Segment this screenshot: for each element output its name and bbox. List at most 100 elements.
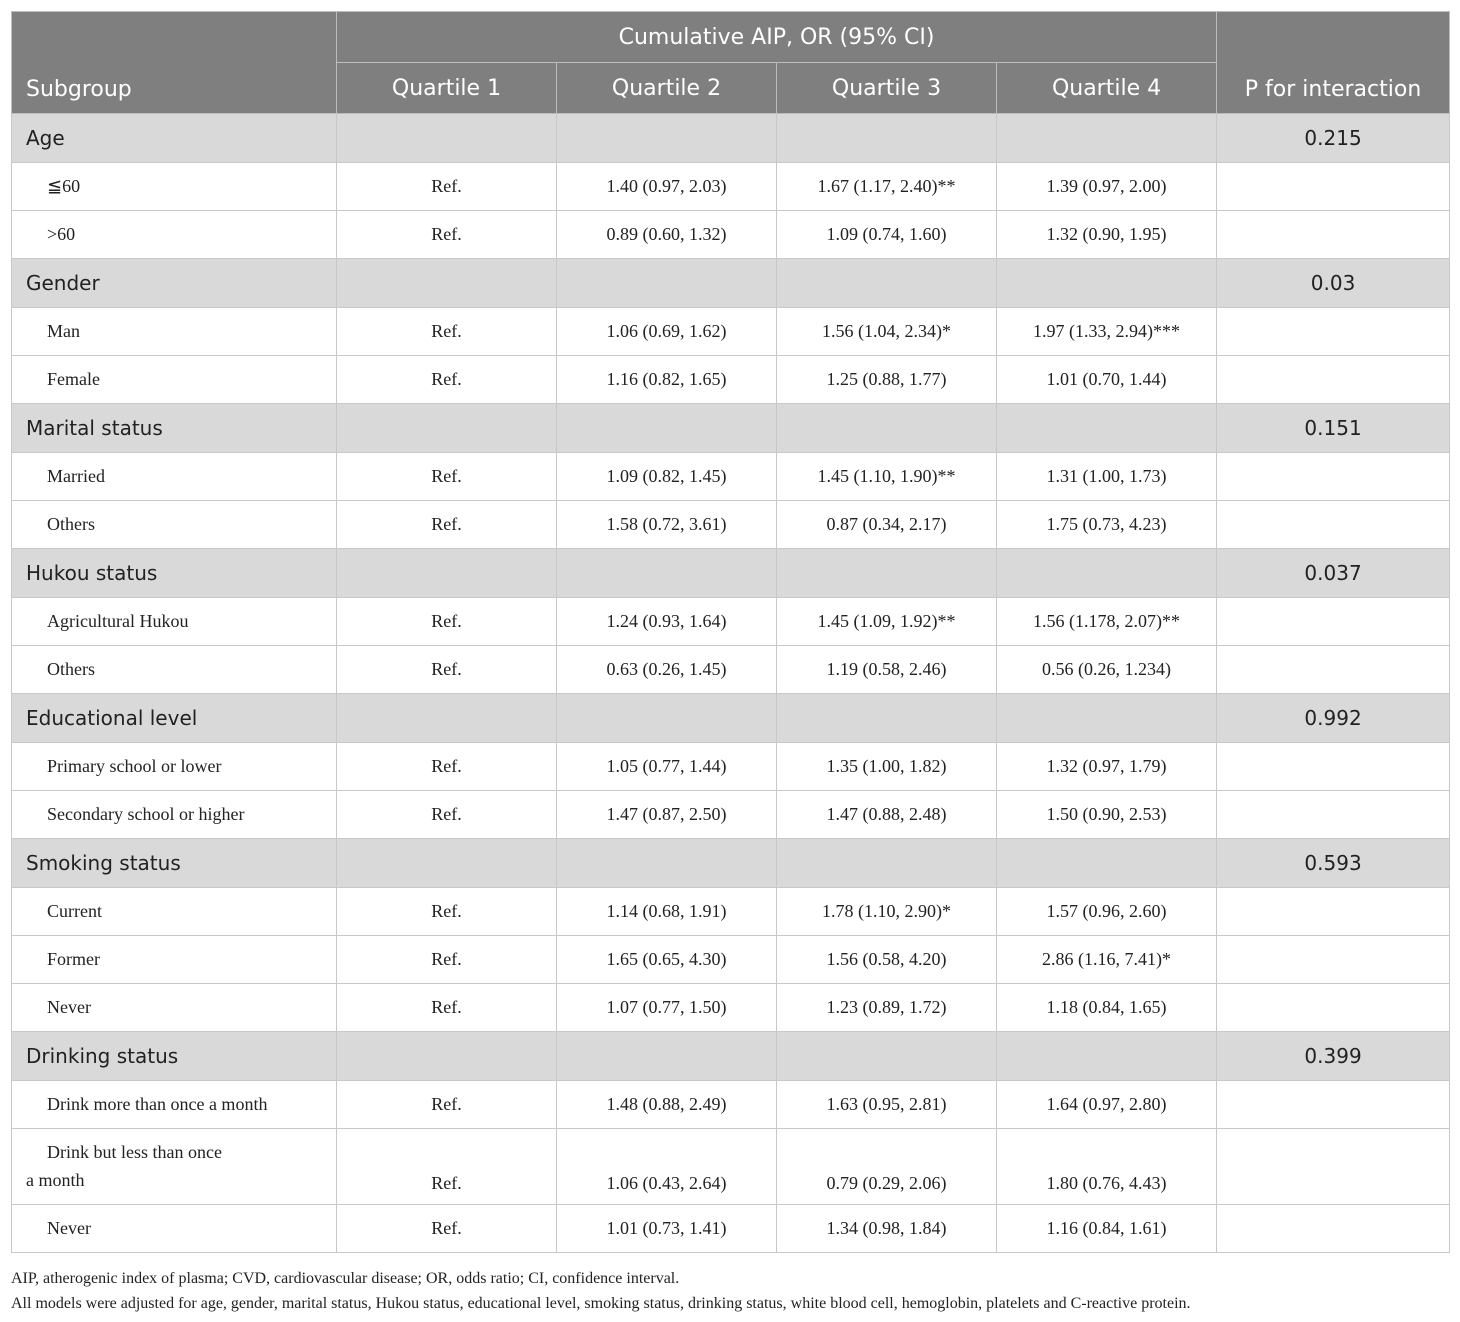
- quartile-2-value: 1.06 (0.69, 1.62): [556, 307, 777, 356]
- p-interaction-value: 0.992: [1216, 693, 1451, 743]
- quartile-1-value: Ref.: [336, 162, 557, 211]
- p-empty-cell: [1216, 1080, 1451, 1129]
- table-row: Female Ref. 1.16 (0.82, 1.65) 1.25 (0.88, 1…: [11, 355, 1451, 404]
- group-row: Drinking status 0.399: [11, 1031, 1451, 1081]
- group-empty-cell: [995, 693, 1218, 743]
- subgroup-label: >60: [11, 210, 337, 259]
- quartile-4-value: 1.32 (0.90, 1.95): [995, 210, 1218, 259]
- p-empty-cell: [1216, 307, 1451, 356]
- quartile-3-value: 1.34 (0.98, 1.84): [776, 1204, 997, 1253]
- table-row: Never Ref. 1.01 (0.73, 1.41) 1.34 (0.98, 1.…: [11, 1204, 1451, 1253]
- quartile-2-value: 1.07 (0.77, 1.50): [556, 983, 777, 1032]
- group-empty-cell: [776, 838, 997, 888]
- quartile-3-value: 1.45 (1.09, 1.92)**: [776, 597, 997, 646]
- quartile-3-value: 0.87 (0.34, 2.17): [776, 500, 997, 549]
- quartile-1-value: Ref.: [336, 645, 557, 694]
- group-name: Educational level: [11, 693, 337, 743]
- quartile-2-value: 1.58 (0.72, 3.61): [556, 500, 777, 549]
- subgroup-label: Primary school or lower: [11, 742, 337, 791]
- subgroup-label: Never: [11, 1204, 337, 1253]
- p-interaction-value: 0.151: [1216, 403, 1451, 453]
- quartile-4-value: 1.01 (0.70, 1.44): [995, 355, 1218, 404]
- quartile-3-value: 1.25 (0.88, 1.77): [776, 355, 997, 404]
- group-name: Drinking status: [11, 1031, 337, 1081]
- subgroup-label: Others: [11, 500, 337, 549]
- group-empty-cell: [336, 113, 557, 163]
- quartile-3-value: 1.19 (0.58, 2.46): [776, 645, 997, 694]
- quartile-3-value: 1.47 (0.88, 2.48): [776, 790, 997, 839]
- quartile-2-value: 1.16 (0.82, 1.65): [556, 355, 777, 404]
- quartile-4-value: 1.32 (0.97, 1.79): [995, 742, 1218, 791]
- quartile-2-value: 1.14 (0.68, 1.91): [556, 887, 777, 936]
- p-empty-cell: [1216, 162, 1451, 211]
- quartile-2-value: 0.63 (0.26, 1.45): [556, 645, 777, 694]
- table-row: Current Ref. 1.14 (0.68, 1.91) 1.78 (1.10, …: [11, 887, 1451, 936]
- group-empty-cell: [336, 838, 557, 888]
- quartile-3-value: 1.67 (1.17, 2.40)**: [776, 162, 997, 211]
- subgroup-label: Current: [11, 887, 337, 936]
- p-empty-cell: [1216, 887, 1451, 936]
- quartile-2-value: 1.47 (0.87, 2.50): [556, 790, 777, 839]
- quartile-2-value: 1.24 (0.93, 1.64): [556, 597, 777, 646]
- p-interaction-header: P for interaction: [1216, 11, 1451, 114]
- quartile-1-value: Ref.: [336, 1204, 557, 1253]
- quartile-1-value: Ref.: [336, 355, 557, 404]
- p-empty-cell: [1216, 983, 1451, 1032]
- quartile-4-value: 1.75 (0.73, 4.23): [995, 500, 1218, 549]
- group-empty-cell: [776, 548, 997, 598]
- quartile-1-value: Ref.: [336, 790, 557, 839]
- quartile-4-value: 1.80 (0.76, 4.43): [995, 1128, 1218, 1205]
- p-empty-cell: [1216, 500, 1451, 549]
- group-empty-cell: [336, 548, 557, 598]
- table-row: Married Ref. 1.09 (0.82, 1.45) 1.45 (1.10, …: [11, 452, 1451, 501]
- table-row: Man Ref. 1.06 (0.69, 1.62) 1.56 (1.04, 2.34…: [11, 307, 1451, 356]
- quartile-3-value: 1.63 (0.95, 2.81): [776, 1080, 997, 1129]
- quartile-4-value: 1.39 (0.97, 2.00): [995, 162, 1218, 211]
- group-empty-cell: [336, 258, 557, 308]
- table-row: Secondary school or higher Ref. 1.47 (0.87…: [11, 790, 1451, 839]
- table-header: Subgroup Cumulative AIP, OR (95% CI) P f…: [11, 11, 1451, 114]
- group-row: Gender 0.03: [11, 258, 1451, 308]
- group-row: Educational level 0.992: [11, 693, 1451, 743]
- quartile-1-value: Ref.: [336, 597, 557, 646]
- quartile-2-value: 1.09 (0.82, 1.45): [556, 452, 777, 501]
- quartile-4-value: 1.56 (1.178, 2.07)**: [995, 597, 1218, 646]
- group-empty-cell: [995, 548, 1218, 598]
- subgroup-label: Drink but less than once a month: [11, 1128, 337, 1205]
- quartile-3-value: 1.35 (1.00, 1.82): [776, 742, 997, 791]
- group-row: Marital status 0.151: [11, 403, 1451, 453]
- subgroup-label: Agricultural Hukou: [11, 597, 337, 646]
- p-empty-cell: [1216, 645, 1451, 694]
- quartile-4-value: 1.50 (0.90, 2.53): [995, 790, 1218, 839]
- subgroup-label: Man: [11, 307, 337, 356]
- group-empty-cell: [336, 693, 557, 743]
- group-empty-cell: [995, 113, 1218, 163]
- quartile-4-value: 0.56 (0.26, 1.234): [995, 645, 1218, 694]
- quartile-1-value: Ref.: [336, 452, 557, 501]
- quartile-4-value: 1.31 (1.00, 1.73): [995, 452, 1218, 501]
- subgroup-label: Drink more than once a month: [11, 1080, 337, 1129]
- quartile-4-header: Quartile 4: [995, 62, 1218, 114]
- subgroup-label-line-1: Drink but less than once: [47, 1142, 222, 1162]
- group-empty-cell: [336, 403, 557, 453]
- group-empty-cell: [556, 838, 777, 888]
- quartile-2-value: 1.06 (0.43, 2.64): [556, 1128, 777, 1205]
- quartile-4-value: 1.64 (0.97, 2.80): [995, 1080, 1218, 1129]
- p-empty-cell: [1216, 790, 1451, 839]
- quartile-1-value: Ref.: [336, 1080, 557, 1129]
- subgroup-label: Married: [11, 452, 337, 501]
- quartile-2-value: 0.89 (0.60, 1.32): [556, 210, 777, 259]
- group-empty-cell: [556, 113, 777, 163]
- table-row: Others Ref. 1.58 (0.72, 3.61) 0.87 (0.34, 2…: [11, 500, 1451, 549]
- group-empty-cell: [556, 1031, 777, 1081]
- quartile-1-header: Quartile 1: [336, 62, 557, 114]
- group-empty-cell: [776, 693, 997, 743]
- quartile-3-value: 1.56 (0.58, 4.20): [776, 935, 997, 984]
- group-empty-cell: [995, 838, 1218, 888]
- quartile-1-value: Ref.: [336, 742, 557, 791]
- p-empty-cell: [1216, 1204, 1451, 1253]
- quartile-3-value: 1.45 (1.10, 1.90)**: [776, 452, 997, 501]
- group-name: Marital status: [11, 403, 337, 453]
- table-row: Agricultural Hukou Ref. 1.24 (0.93, 1.64) 1…: [11, 597, 1451, 646]
- p-empty-cell: [1216, 1128, 1451, 1205]
